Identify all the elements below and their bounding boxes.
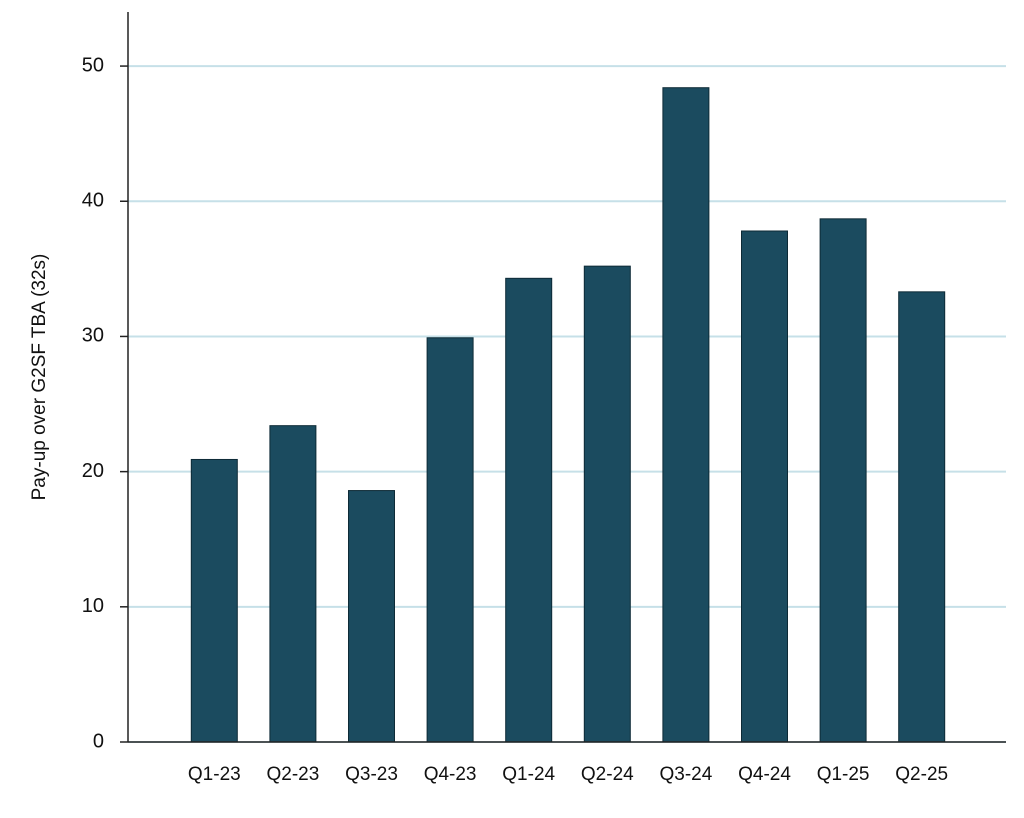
y-tick-label: 50 (82, 54, 104, 76)
x-tick-label: Q3-24 (659, 764, 712, 785)
bar (505, 277, 553, 743)
x-tick-label: Q4-24 (738, 764, 791, 785)
y-tick-label: 40 (82, 190, 104, 212)
x-tick-label: Q1-23 (188, 764, 241, 785)
bar (662, 87, 710, 743)
bar (583, 265, 631, 743)
bar (269, 425, 317, 743)
bar (348, 490, 395, 743)
bar (426, 337, 474, 743)
x-tick-label: Q3-23 (345, 764, 398, 785)
x-tick-label: Q1-25 (817, 764, 870, 785)
bar (819, 218, 867, 743)
x-tick-label: Q2-23 (266, 764, 319, 785)
y-tick-label: 0 (93, 730, 104, 752)
y-tick-label: 10 (82, 595, 104, 617)
y-axis-label: Pay-up over G2SF TBA (32s) (29, 254, 50, 501)
x-tick-label: Q4-23 (424, 764, 477, 785)
y-tick-label: 20 (82, 460, 104, 482)
x-tick-label: Q1-24 (502, 764, 555, 785)
bar (741, 230, 788, 743)
x-tick-label: Q2-25 (895, 764, 948, 785)
bar (898, 291, 946, 743)
x-tick-label: Q2-24 (581, 764, 634, 785)
y-tick-label: 30 (82, 325, 104, 347)
bar (190, 458, 238, 743)
